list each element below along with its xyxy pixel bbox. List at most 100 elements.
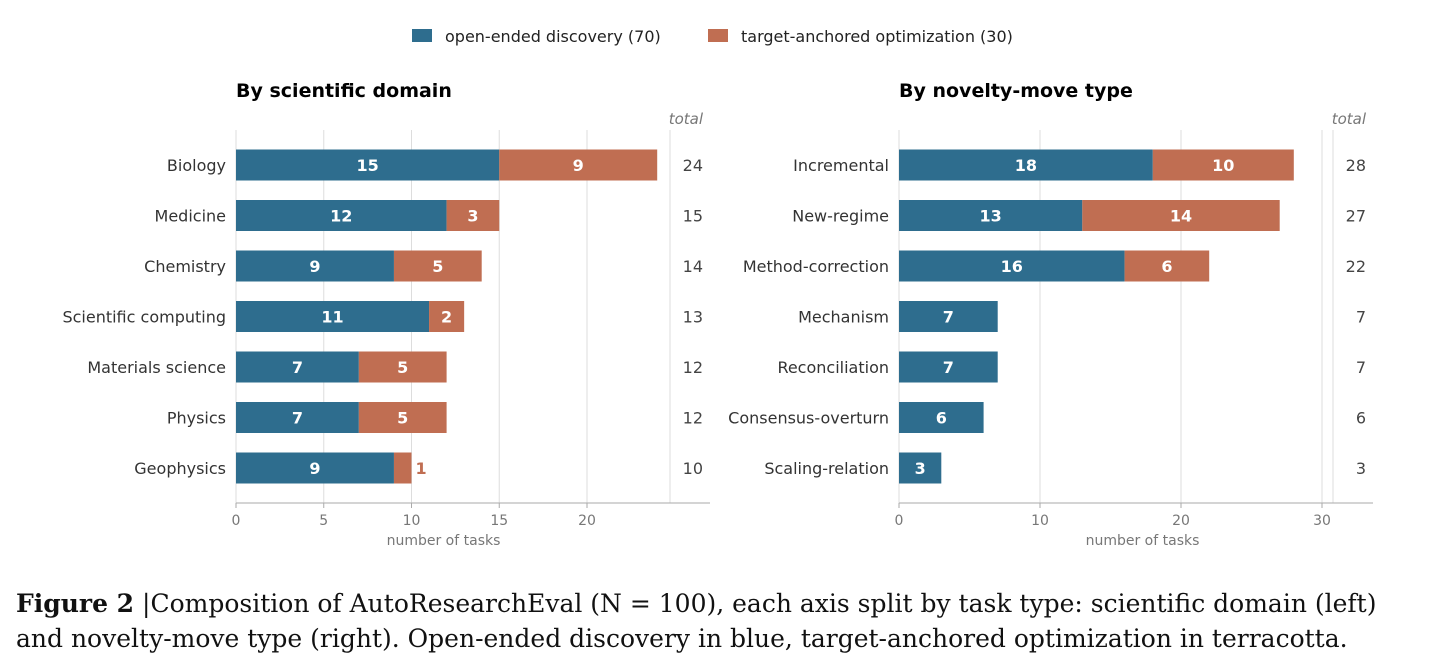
bar-target-anchored: [393, 250, 482, 282]
bar-value-label: 7: [943, 308, 954, 327]
bar-value-label: 7: [943, 358, 954, 377]
bar-value-label: 7: [292, 358, 303, 377]
x-tick-label: 30: [1313, 513, 1331, 529]
total-value: 6: [1356, 409, 1366, 428]
bar-open-ended: [236, 301, 430, 332]
bar-target-anchored: [446, 200, 500, 231]
bar-value-label: 1: [416, 459, 427, 478]
x-tick-label: 0: [232, 513, 241, 529]
bar-target-anchored: [358, 402, 447, 433]
category-label: Incremental: [793, 156, 889, 175]
chart-panel-novelty: By novelty-move type total 0 10 20 30 number o…: [728, 80, 1373, 549]
category-label: Materials science: [87, 358, 226, 377]
bar-open-ended: [899, 452, 942, 484]
bar-target-anchored: [429, 301, 465, 332]
bar-value-label: 9: [573, 156, 584, 175]
x-axis-title: number of tasks: [387, 533, 501, 549]
legend: open-ended discovery (70) target-anchored…: [412, 27, 1013, 46]
caption-text: |Composition of AutoResearchEval (N = 10…: [16, 589, 1377, 653]
bar-value-label: 5: [397, 409, 408, 428]
bar-open-ended: [236, 200, 447, 231]
total-value: 15: [683, 207, 703, 226]
category-label: Biology: [167, 156, 226, 175]
category-label: Consensus-overturn: [728, 409, 889, 428]
bar-value-label: 5: [397, 358, 408, 377]
total-value: 24: [683, 156, 703, 175]
bar-target-anchored: [1124, 250, 1210, 282]
bar-value-label: 9: [309, 257, 320, 276]
bar-open-ended: [899, 351, 998, 383]
x-tick-label: 10: [1031, 513, 1049, 529]
total-value: 7: [1356, 358, 1366, 377]
x-tick-label: 20: [1172, 513, 1190, 529]
total-header: total: [1332, 110, 1367, 128]
category-label: Medicine: [155, 207, 226, 226]
bar-open-ended: [899, 149, 1153, 181]
legend-swatch: [708, 29, 728, 42]
category-label: Mechanism: [798, 308, 889, 327]
bar-open-ended: [236, 452, 394, 484]
category-label: Reconciliation: [777, 358, 889, 377]
total-value: 7: [1356, 308, 1366, 327]
bar-value-label: 18: [1015, 156, 1037, 175]
bar-value-label: 15: [356, 156, 378, 175]
x-axis-title: number of tasks: [1086, 533, 1200, 549]
total-value: 27: [1346, 207, 1366, 226]
total-value: 28: [1346, 156, 1366, 175]
bar-open-ended: [899, 301, 998, 332]
legend-swatch: [412, 29, 432, 42]
x-tick-label: 15: [490, 513, 508, 529]
category-label: Geophysics: [134, 459, 226, 478]
x-tick-label: 10: [403, 513, 421, 529]
bar-value-label: 12: [330, 207, 352, 226]
category-label: Scientific computing: [62, 308, 226, 327]
bar-value-label: 9: [309, 459, 320, 478]
legend-label: target-anchored optimization (30): [741, 27, 1013, 46]
total-value: 10: [683, 459, 703, 478]
panel-title: By scientific domain: [236, 80, 452, 102]
category-label: Chemistry: [144, 257, 226, 276]
category-label: Method-correction: [743, 257, 889, 276]
bar-value-label: 16: [1001, 257, 1023, 276]
bar-open-ended: [236, 351, 359, 383]
figure-chart: open-ended discovery (70) target-anchored…: [62, 27, 1373, 549]
total-value: 22: [1346, 257, 1366, 276]
bar-value-label: 7: [292, 409, 303, 428]
total-header: total: [669, 110, 704, 128]
legend-label: open-ended discovery (70): [445, 27, 661, 46]
total-value: 12: [683, 358, 703, 377]
bar-target-anchored: [1152, 149, 1294, 181]
bar-open-ended: [899, 402, 984, 433]
bar-open-ended: [236, 250, 394, 282]
x-tick-label: 5: [319, 513, 328, 529]
category-label: New-regime: [792, 207, 889, 226]
total-value: 12: [683, 409, 703, 428]
x-tick-label: 20: [578, 513, 596, 529]
bar-value-label: 5: [432, 257, 443, 276]
bar-value-label: 6: [1161, 257, 1172, 276]
bar-target-anchored: [1082, 200, 1280, 231]
bar-value-label: 3: [467, 207, 478, 226]
bar-value-label: 13: [980, 207, 1002, 226]
bar-open-ended: [899, 200, 1083, 231]
caption-label: Figure 2: [16, 589, 135, 618]
bar-value-label: 2: [441, 308, 452, 327]
bar-value-label: 3: [915, 459, 926, 478]
bar-open-ended: [236, 402, 359, 433]
x-tick-label: 0: [895, 513, 904, 529]
category-label: Physics: [167, 409, 226, 428]
total-value: 13: [683, 308, 703, 327]
bar-value-label: 10: [1212, 156, 1234, 175]
bar-open-ended: [899, 250, 1125, 282]
bar-value-label: 6: [936, 409, 947, 428]
bar-open-ended: [236, 149, 500, 181]
bar-value-label: 14: [1170, 207, 1192, 226]
bar-target-anchored: [358, 351, 447, 383]
total-value: 14: [683, 257, 703, 276]
total-value: 3: [1356, 459, 1366, 478]
bar-target-anchored: [393, 452, 412, 484]
panel-title: By novelty-move type: [899, 80, 1133, 102]
bar-target-anchored: [499, 149, 658, 181]
bar-value-label: 11: [321, 308, 343, 327]
